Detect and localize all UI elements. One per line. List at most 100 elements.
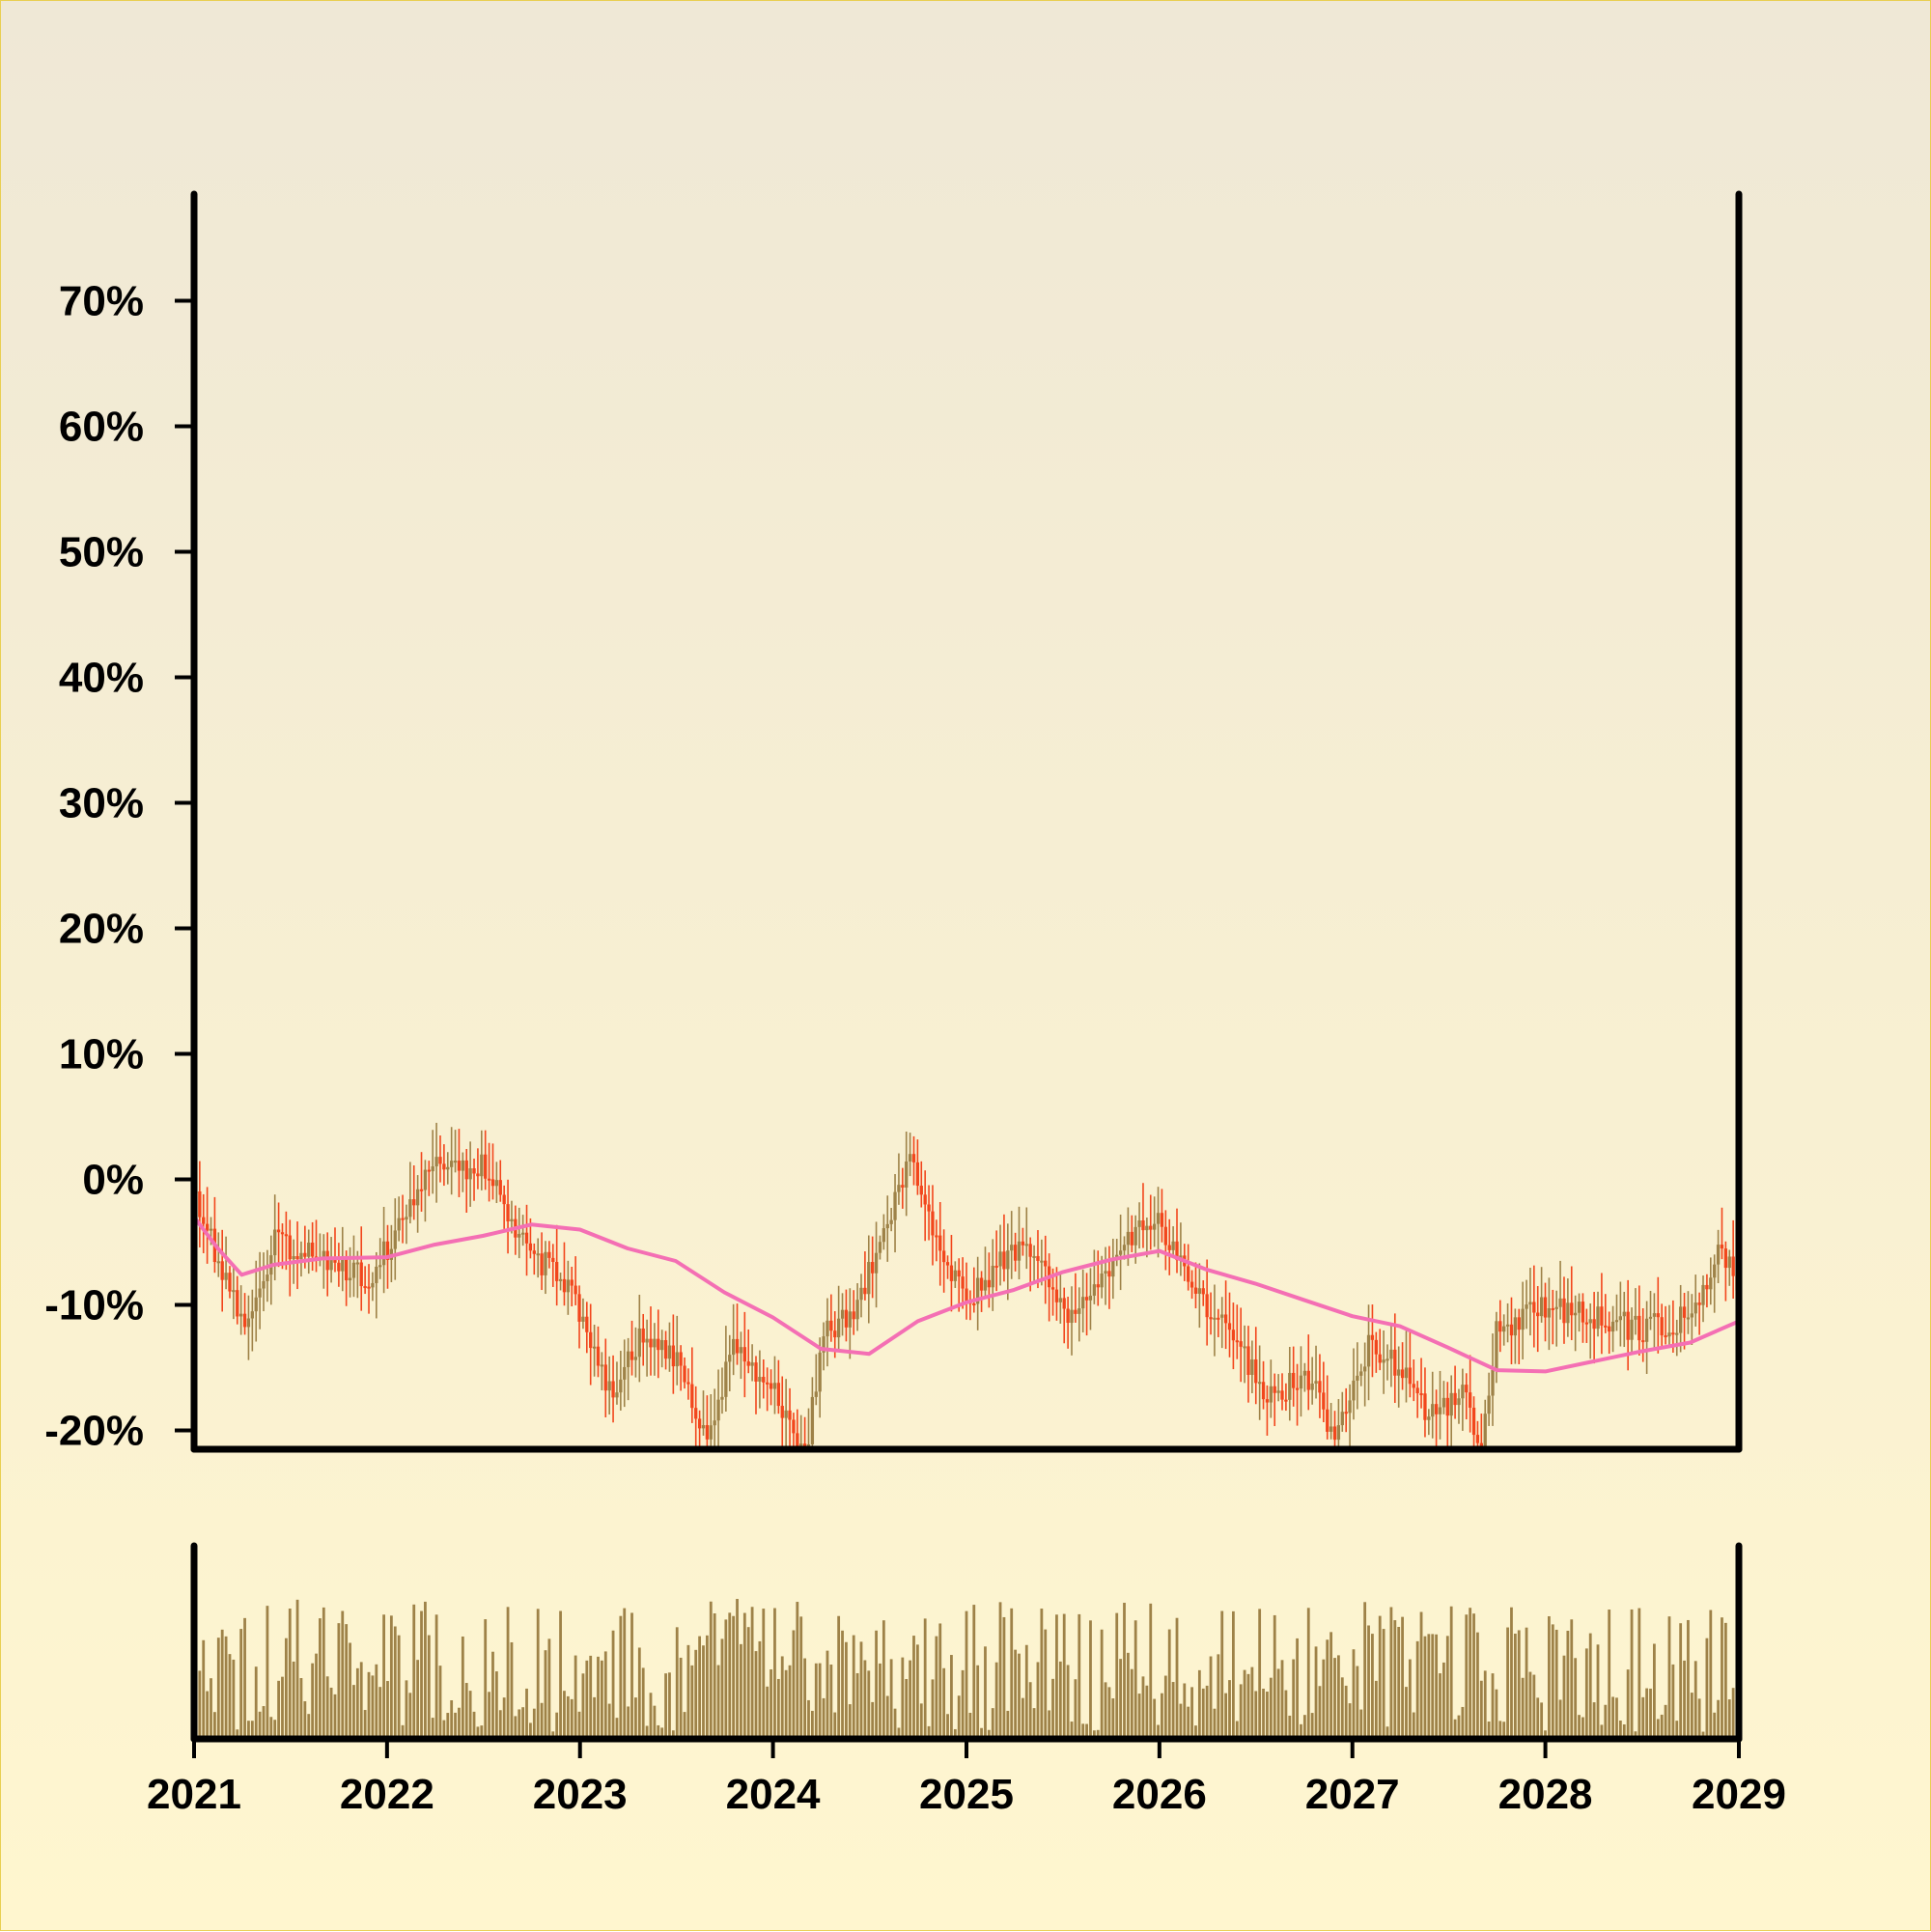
candle-body — [1513, 1317, 1518, 1336]
volume-bar — [1133, 1620, 1137, 1739]
volume-bar — [1246, 1673, 1250, 1739]
volume-bar — [619, 1615, 623, 1739]
candle-body — [1610, 1321, 1615, 1332]
candle-body — [1197, 1288, 1202, 1294]
volume-bar — [1014, 1649, 1018, 1739]
volume-bar — [1731, 1688, 1735, 1739]
candle-body — [1280, 1390, 1284, 1400]
candle-body — [375, 1266, 378, 1283]
volume-bar — [1235, 1721, 1239, 1739]
y-tick-label: 30% — [59, 780, 144, 827]
volume-bar — [1329, 1632, 1333, 1739]
candle-body — [1648, 1316, 1653, 1319]
candle-body — [1220, 1314, 1224, 1318]
volume-bar — [1521, 1677, 1525, 1739]
candle-body — [949, 1265, 954, 1281]
candle-body — [724, 1361, 728, 1397]
volume-bar — [889, 1659, 893, 1739]
candle-body — [299, 1252, 303, 1260]
candle-body — [750, 1362, 754, 1366]
candle-body — [1415, 1387, 1419, 1394]
candle-body — [520, 1232, 525, 1235]
candle-body — [198, 1190, 202, 1218]
volume-bar — [935, 1636, 938, 1739]
volume-bar — [961, 1669, 965, 1739]
volume-bar — [1062, 1613, 1066, 1739]
volume-bar — [1119, 1659, 1123, 1739]
candle-body — [878, 1242, 882, 1253]
volume-bar — [518, 1709, 521, 1739]
candle-body — [258, 1288, 262, 1298]
volume-bar — [325, 1676, 329, 1739]
candle-body — [1634, 1315, 1637, 1320]
x-tick-label: 2023 — [533, 1771, 628, 1818]
candle-body — [965, 1288, 968, 1302]
candle-body — [1096, 1284, 1100, 1288]
candle-body — [1352, 1380, 1356, 1401]
candle-body — [205, 1223, 210, 1231]
x-axis-ticks: 2021 2022 2023 2024 2025 2026 2027 2028 2029 — [147, 1739, 1786, 1818]
candle-body — [1362, 1366, 1367, 1372]
candle-body — [844, 1309, 849, 1328]
volume-bar — [1618, 1720, 1622, 1739]
volume-bar — [1074, 1679, 1077, 1739]
volume-bar — [333, 1694, 337, 1739]
candle-body — [1348, 1400, 1352, 1414]
candle-body — [709, 1425, 713, 1440]
candle-body — [453, 1161, 458, 1163]
candle-body — [1336, 1425, 1341, 1441]
candle-body — [397, 1218, 401, 1231]
volume-bar — [1130, 1668, 1133, 1739]
candle-body — [1040, 1260, 1044, 1263]
candle-body — [1423, 1393, 1427, 1420]
volume-bar — [776, 1678, 780, 1739]
candle-body — [1491, 1369, 1495, 1396]
candle-body — [1292, 1372, 1296, 1388]
candle-body — [228, 1273, 232, 1292]
volume-bar — [1002, 1616, 1006, 1739]
candle-body — [855, 1300, 859, 1320]
volume-bar — [803, 1658, 807, 1739]
candle-body — [351, 1262, 356, 1278]
volume-bar — [1231, 1610, 1235, 1739]
volume-bar — [1006, 1710, 1010, 1739]
volume-bar — [1269, 1677, 1273, 1739]
volume-bar — [329, 1687, 333, 1739]
candle-body — [1644, 1318, 1649, 1342]
candle-body — [705, 1425, 710, 1440]
candle-body — [570, 1279, 574, 1286]
volume-bar — [705, 1635, 709, 1739]
volume-bar — [1092, 1730, 1096, 1739]
volume-bar — [506, 1607, 510, 1739]
volume-bar — [871, 1701, 875, 1739]
candle-body — [1032, 1255, 1036, 1258]
volume-bar — [262, 1706, 266, 1739]
candle-body — [1604, 1325, 1608, 1328]
volume-bar — [1371, 1634, 1374, 1739]
volume-bar — [1217, 1654, 1220, 1739]
volume-bar — [1558, 1699, 1562, 1739]
volume-bar — [239, 1629, 243, 1739]
candle-body — [1171, 1241, 1175, 1250]
candle-body — [490, 1179, 495, 1187]
volume-bar — [551, 1731, 555, 1739]
candle-body — [532, 1250, 536, 1254]
candle-body — [524, 1232, 529, 1244]
candle-body — [1453, 1392, 1457, 1406]
volume-bar — [1525, 1627, 1528, 1739]
candle-body — [401, 1218, 405, 1220]
candle-body — [1257, 1382, 1262, 1385]
candle-body — [991, 1265, 994, 1288]
candle-body — [1528, 1302, 1532, 1305]
candle-body — [848, 1311, 852, 1328]
candle-body — [1217, 1317, 1220, 1320]
volume-bar — [709, 1601, 713, 1739]
candle-body — [1449, 1392, 1453, 1416]
volume-bar — [980, 1727, 983, 1739]
volume-bar — [845, 1641, 848, 1739]
volume-bar — [1415, 1640, 1419, 1739]
volume-bar — [1055, 1614, 1058, 1739]
volume-bar — [1570, 1619, 1574, 1739]
candle-body — [867, 1262, 871, 1295]
